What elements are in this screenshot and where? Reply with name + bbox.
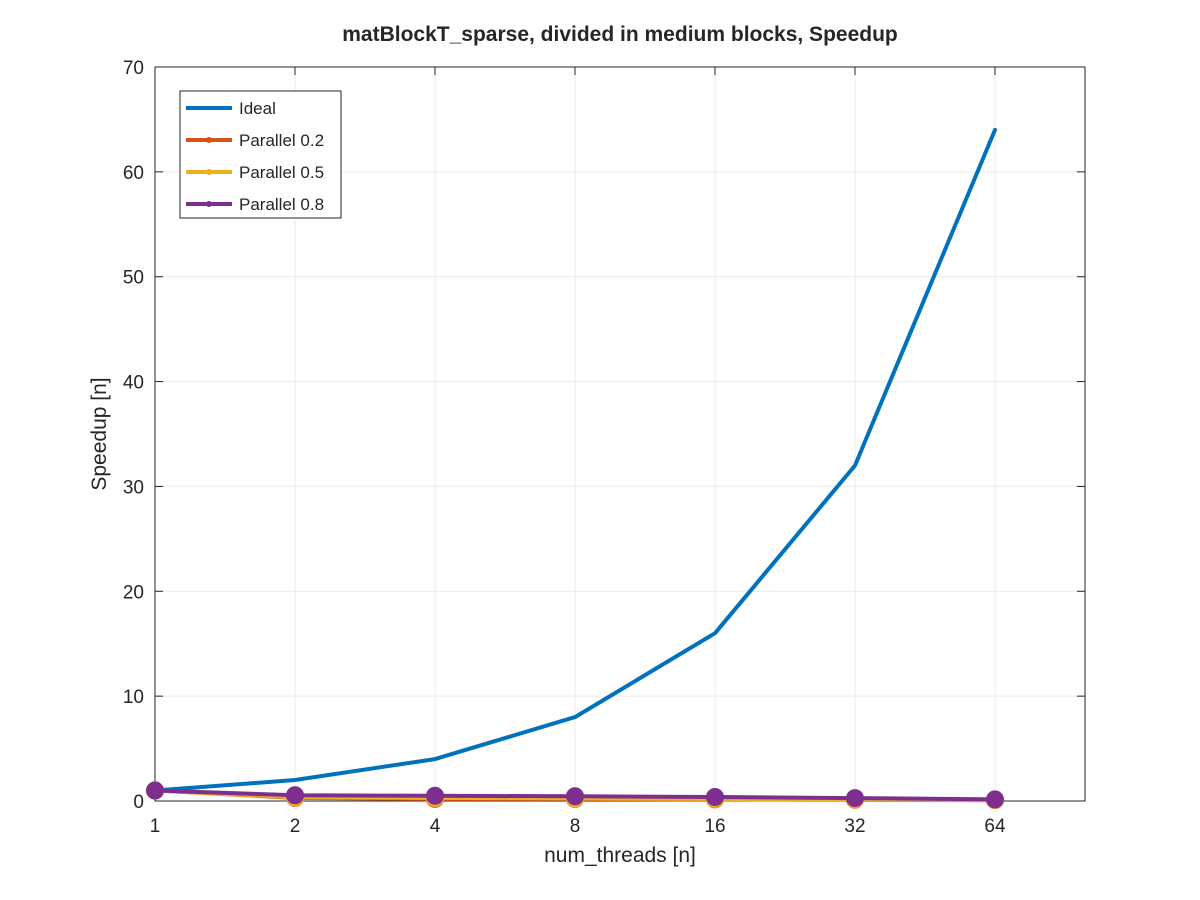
chart-title: matBlockT_sparse, divided in medium bloc… [342, 23, 898, 46]
y-tick-label: 50 [123, 268, 144, 289]
legend-box [179, 90, 342, 219]
y-tick-label: 20 [123, 582, 144, 603]
y-tick-label: 70 [123, 58, 144, 79]
legend-label: Ideal [239, 99, 276, 118]
legend-marker [206, 137, 212, 143]
data-point-parallel-0-8 [565, 787, 584, 806]
data-point-parallel-0-8 [146, 781, 164, 800]
data-point-parallel-0-8 [845, 789, 864, 808]
y-tick-label: 10 [123, 687, 144, 708]
y-tick-label: 0 [133, 792, 144, 813]
x-tick-label: 16 [704, 816, 725, 837]
legend-marker [206, 201, 212, 207]
data-point-parallel-0-8 [425, 786, 444, 805]
series-line-ideal [153, 127, 997, 793]
legend-label: Parallel 0.5 [239, 163, 324, 182]
series-lines [146, 127, 1004, 810]
legend-marker [206, 169, 212, 175]
legend-label: Parallel 0.2 [239, 131, 324, 150]
x-tick-label: 8 [570, 816, 581, 837]
x-axis-label: num_threads [n] [544, 844, 696, 867]
axis-ticks: 1 2 4 8 16 32 64 0 10 20 30 40 50 60 70 [123, 58, 1085, 837]
legend-label: Parallel 0.8 [239, 195, 324, 214]
legend: Ideal Parallel 0.2 Parallel 0.5 Parallel 0.… [179, 90, 342, 219]
x-tick-label: 2 [290, 816, 301, 837]
data-point-parallel-0-8 [985, 790, 1004, 809]
y-tick-label: 60 [123, 163, 144, 184]
y-axis-label: Speedup [n] [88, 377, 111, 490]
x-tick-label: 32 [844, 816, 865, 837]
x-tick-label: 4 [430, 816, 441, 837]
data-point-parallel-0-8 [705, 788, 724, 807]
x-tick-label: 1 [150, 816, 161, 837]
data-point-parallel-0-8 [285, 786, 304, 805]
y-tick-label: 30 [123, 477, 144, 498]
y-tick-label: 40 [123, 373, 144, 394]
x-tick-label: 64 [984, 816, 1006, 837]
